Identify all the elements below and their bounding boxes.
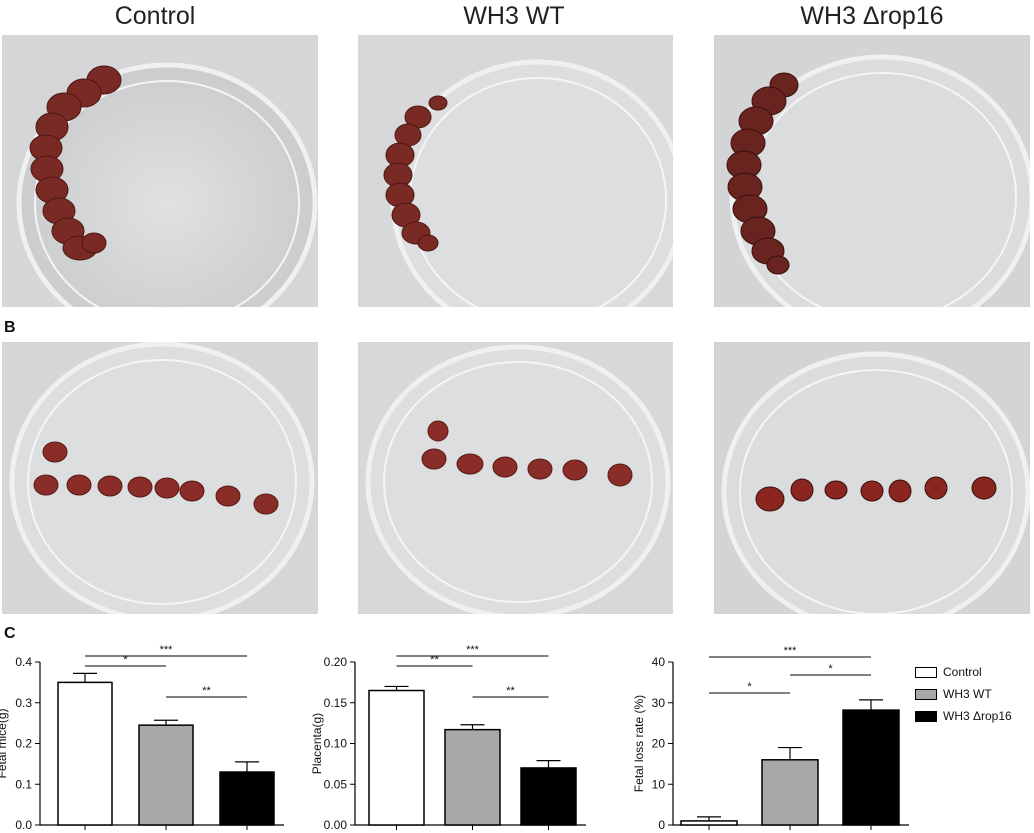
chart1-ytick-label: 0.05	[324, 777, 348, 791]
chart1-bar	[520, 767, 577, 826]
column-title-wt: WH3 WT	[463, 2, 565, 30]
chart0-bar	[57, 681, 113, 826]
chart0-bar	[219, 771, 275, 826]
chart1-ylabel: Placenta(g)	[310, 713, 324, 774]
legend-item-wt: WH3 WT	[915, 684, 1034, 704]
chart0-ytick-label: 0.1	[15, 777, 32, 791]
chart0-ylabel: Fetal mice(g)	[0, 708, 9, 778]
photo-uterus-ko	[714, 35, 1030, 307]
chart1-ytick-label: 0.20	[324, 655, 348, 669]
chart2-ytick-label: 10	[652, 777, 666, 791]
legend-swatch-wt	[915, 688, 937, 700]
photo-fetuses-control	[2, 342, 318, 614]
photo-fetuses-wt	[358, 342, 673, 614]
photo-uterus-wt	[358, 35, 673, 307]
legend: Control WH3 WT WH3 Δrop16	[915, 662, 1034, 728]
chart2-ytick-label: 30	[652, 696, 666, 710]
column-title-ko: WH3 Δrop16	[800, 2, 944, 30]
legend-item-ko: WH3 Δrop16	[915, 706, 1034, 726]
legend-item-control: Control	[915, 662, 1034, 682]
photo-uterus-control	[2, 35, 318, 307]
chart2-ylabel: Fetal loss rate (%)	[632, 695, 646, 792]
chart1-bar	[444, 728, 501, 826]
chart2-ytick-label: 0	[658, 818, 665, 832]
chart1-sig-label: ***	[466, 644, 480, 656]
chart0-ytick-label: 0.4	[15, 655, 32, 669]
chart2-bar	[680, 820, 738, 826]
chart2-ytick-label: 20	[652, 737, 666, 751]
chart-area: 0.0 0.1 0.2 0.3 0.4 Fetal mice(g) * *** ** 0.00 0.…	[0, 640, 1034, 833]
legend-swatch-control	[915, 666, 937, 678]
photo-fetuses-ko	[714, 342, 1030, 614]
chart1-sig-label: **	[430, 654, 439, 666]
chart1-sig-label: **	[506, 685, 515, 697]
chart2-sig-label: ***	[784, 645, 798, 657]
legend-label-wt: WH3 WT	[943, 687, 992, 701]
chart0-bar	[138, 724, 194, 826]
chart2-bar	[842, 709, 900, 826]
chart2-ytick-label: 40	[652, 655, 666, 669]
column-title-control: Control	[114, 2, 196, 30]
chart0-ytick-label: 0.0	[15, 818, 32, 832]
chart1-ytick-label: 0.10	[324, 737, 348, 751]
legend-swatch-ko	[915, 710, 937, 722]
chart0-ytick-label: 0.3	[15, 696, 32, 710]
chart1-ytick-label: 0.00	[324, 818, 348, 832]
panel-label-b: B	[4, 319, 16, 336]
chart0-sig-label: **	[202, 685, 211, 697]
chart0-sig-label: *	[123, 654, 128, 666]
chart1-ytick-label: 0.15	[324, 696, 348, 710]
legend-label-ko: WH3 Δrop16	[943, 709, 1012, 723]
chart0-sig-label: ***	[160, 644, 174, 656]
chart0-ytick-label: 0.2	[15, 737, 32, 751]
chart1-bar	[368, 689, 425, 826]
chart2-bar	[761, 759, 819, 826]
chart2-sig-label: *	[828, 663, 833, 675]
legend-label-control: Control	[943, 665, 982, 679]
chart2-sig-label: *	[747, 681, 752, 693]
panel-label-c: C	[4, 625, 16, 642]
